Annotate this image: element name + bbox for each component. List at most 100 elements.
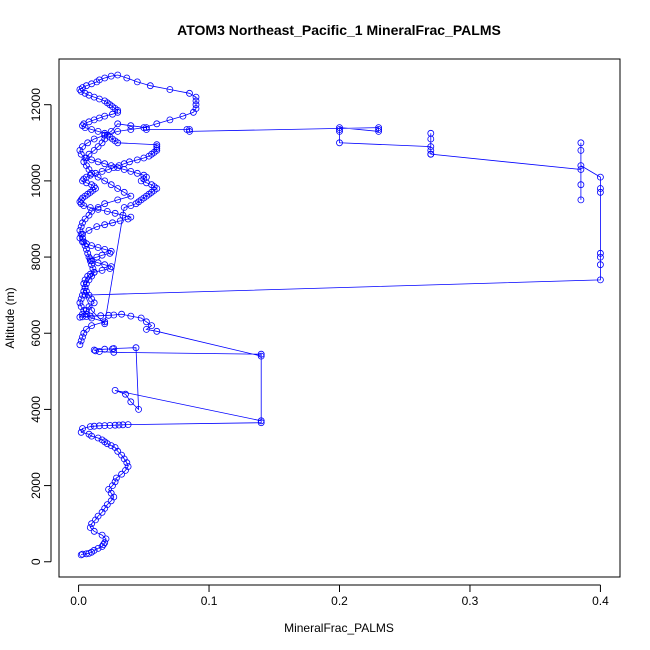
- data-point: [98, 531, 106, 539]
- data-point: [94, 143, 102, 151]
- data-point: [111, 444, 119, 451]
- data-point: [101, 112, 109, 120]
- data-point: [257, 417, 265, 425]
- data-point: [86, 524, 94, 531]
- data-point: [79, 333, 86, 341]
- data-point: [577, 162, 585, 170]
- data-point: [127, 126, 135, 133]
- data-point: [336, 139, 343, 147]
- data-point: [77, 196, 85, 204]
- y-tick-label: 8000: [29, 243, 43, 270]
- data-point: [101, 245, 109, 253]
- data-point: [98, 436, 106, 444]
- data-point: [427, 146, 435, 154]
- data-point: [127, 202, 135, 210]
- data-point: [106, 265, 114, 272]
- data-point: [86, 257, 94, 265]
- data-point: [127, 192, 135, 200]
- data-point: [85, 253, 93, 261]
- data-point: [102, 535, 110, 543]
- data-point: [375, 124, 383, 131]
- data-point: [79, 550, 86, 558]
- data-point: [103, 501, 111, 509]
- data-point: [257, 352, 265, 360]
- data-point: [118, 310, 125, 318]
- data-point: [79, 310, 86, 318]
- x-axis: 0.0 0.1 0.2 0.3 0.4: [70, 584, 609, 608]
- data-point: [135, 405, 143, 413]
- data-point: [107, 247, 115, 255]
- data-point: [85, 211, 93, 219]
- series-layer: [76, 71, 604, 559]
- data-point: [94, 158, 102, 166]
- data-point: [84, 249, 92, 257]
- data-point: [153, 327, 161, 335]
- data-point: [84, 139, 92, 147]
- data-point: [577, 139, 585, 147]
- data-point: [597, 261, 604, 269]
- data-point: [85, 91, 93, 99]
- data-point: [597, 173, 604, 181]
- data-point: [79, 291, 86, 299]
- data-point: [88, 520, 95, 528]
- data-point: [88, 314, 95, 322]
- data-point: [179, 112, 187, 120]
- data-point: [133, 78, 141, 86]
- data-point: [103, 207, 111, 215]
- data-point: [101, 422, 109, 430]
- data-point: [94, 512, 102, 520]
- data-point: [133, 169, 141, 177]
- data-point: [94, 204, 102, 211]
- data-point: [83, 287, 90, 295]
- data-point: [76, 341, 84, 349]
- data-point: [81, 284, 89, 291]
- data-point: [142, 318, 150, 326]
- data-point: [83, 550, 90, 558]
- data-point: [132, 344, 140, 352]
- data-point: [148, 322, 156, 330]
- plot-frame: [58, 58, 621, 578]
- data-point: [101, 320, 109, 328]
- data-point: [110, 345, 118, 352]
- data-point: [189, 108, 197, 116]
- data-point: [119, 211, 127, 219]
- data-point: [101, 318, 109, 326]
- data-point: [120, 188, 128, 196]
- data-point: [77, 428, 85, 436]
- data-point: [80, 329, 88, 337]
- data-point: [577, 166, 585, 173]
- data-point: [577, 196, 585, 204]
- data-point: [88, 261, 95, 269]
- data-point: [124, 421, 132, 429]
- data-point: [77, 223, 85, 231]
- data-point: [98, 266, 106, 274]
- data-point: [597, 185, 604, 192]
- data-point: [90, 422, 98, 430]
- data-point: [77, 295, 85, 303]
- data-point: [116, 217, 124, 225]
- data-point: [106, 249, 114, 257]
- data-point: [127, 167, 135, 175]
- y-tick-label: 12000: [29, 88, 43, 122]
- data-point: [111, 386, 119, 394]
- data-point: [183, 126, 191, 133]
- data-point: [81, 242, 89, 250]
- data-point: [153, 141, 161, 149]
- data-point: [166, 116, 174, 124]
- y-axis: 0 2000 4000 6000 8000 10000 12000: [29, 88, 52, 565]
- data-point: [76, 226, 84, 234]
- data-point: [118, 451, 125, 459]
- data-point: [124, 463, 132, 470]
- data-point: [80, 238, 88, 246]
- data-point: [126, 158, 133, 166]
- data-point: [597, 249, 604, 257]
- data-point: [107, 72, 115, 80]
- data-point: [101, 160, 109, 168]
- x-tick-label: 0.0: [70, 594, 87, 608]
- data-point: [120, 166, 128, 173]
- data-point: [114, 120, 122, 128]
- data-point: [133, 156, 141, 164]
- data-point: [114, 185, 122, 192]
- data-point: [336, 124, 343, 131]
